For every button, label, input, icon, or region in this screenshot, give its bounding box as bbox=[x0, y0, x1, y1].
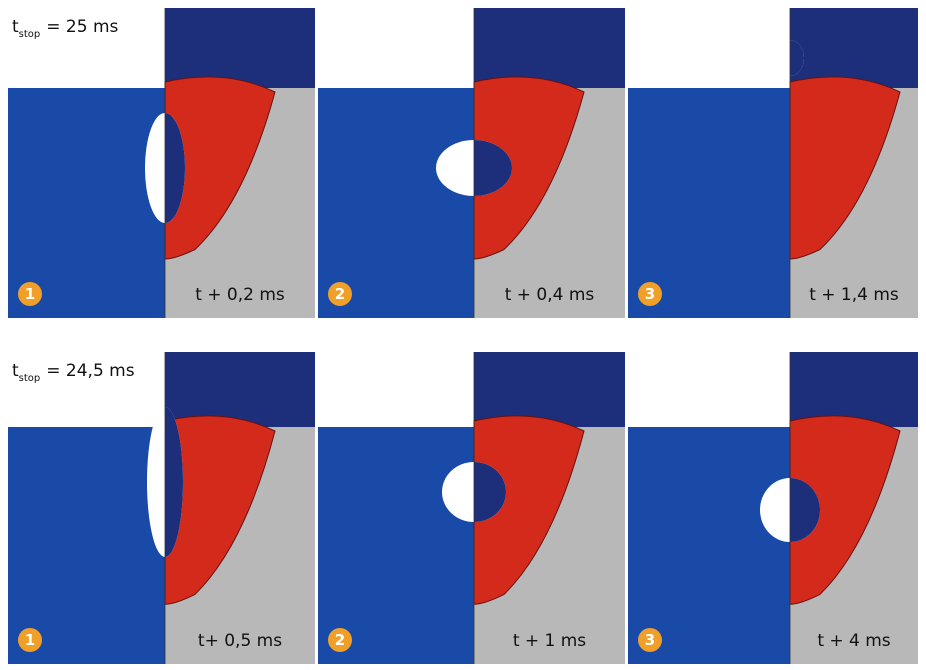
stop-time: tstop= 24,5 ms bbox=[12, 361, 135, 384]
time-label: t + 1,4 ms bbox=[809, 285, 899, 305]
time-label: t + 0,2 ms bbox=[195, 285, 285, 305]
figure: 1t + 0,2 ms2t + 0,4 ms3t + 1,4 mststop= … bbox=[0, 0, 926, 670]
time-label: t + 1 ms bbox=[513, 631, 586, 651]
stop-time: tstop= 25 ms bbox=[12, 17, 119, 40]
value: = 25 ms bbox=[46, 17, 118, 37]
value: = 24,5 ms bbox=[46, 361, 134, 381]
badge-number: 3 bbox=[645, 285, 655, 303]
shield-gas bbox=[474, 352, 625, 427]
badge-number: 2 bbox=[335, 285, 345, 303]
shield-gas bbox=[790, 352, 918, 427]
shield-gas bbox=[165, 352, 315, 427]
time-label: t + 0,4 ms bbox=[505, 285, 595, 305]
time-label: t+ 0,5 ms bbox=[198, 631, 282, 651]
subscript: stop bbox=[19, 373, 41, 384]
badge-number: 3 bbox=[645, 631, 655, 649]
badge-number: 1 bbox=[25, 631, 35, 649]
shield-gas bbox=[790, 8, 918, 88]
shield-gas bbox=[165, 8, 315, 88]
badge-number: 2 bbox=[335, 631, 345, 649]
badge-number: 1 bbox=[25, 285, 35, 303]
panel: 2 t + 0,4 ms bbox=[318, 0, 625, 318]
time-label: t + 4 ms bbox=[817, 631, 890, 651]
subscript: stop bbox=[19, 29, 41, 40]
shield-gas bbox=[474, 8, 625, 88]
panel: 3 t + 1,4 ms bbox=[628, 0, 926, 318]
panel: 1 t + 0,2 ms bbox=[8, 0, 315, 318]
